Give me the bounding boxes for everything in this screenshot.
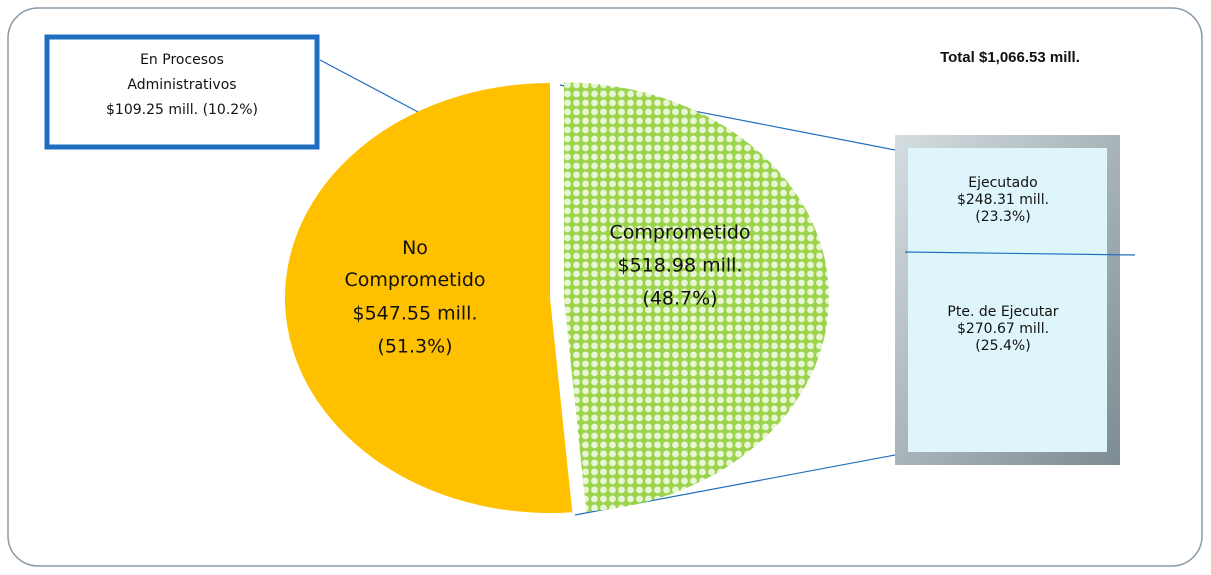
- percent-label: (51.3%): [377, 336, 452, 358]
- callout-box: [44, 34, 320, 150]
- callout-text: En Procesos: [140, 52, 224, 68]
- callout-text: $109.25 mill. (10.2%): [106, 102, 258, 118]
- pie-slice: [563, 82, 829, 512]
- value-label: $518.98 mill.: [618, 255, 743, 277]
- percent-label: (48.7%): [642, 288, 717, 310]
- breakdown-text: Pte. de Ejecutar: [947, 304, 1058, 320]
- slice-label: No Comprometido: [344, 237, 485, 291]
- breakdown-box: [908, 148, 1107, 452]
- callout-line: [319, 59, 421, 114]
- breakdown-text: (23.3%): [975, 209, 1030, 225]
- breakdown-text: Ejecutado: [968, 175, 1037, 191]
- pie-slice: [284, 83, 573, 513]
- chart-title: Total $1,066.53 mill.: [940, 49, 1080, 66]
- slice-label: Comprometido: [609, 222, 750, 244]
- breakdown-text: $270.67 mill.: [957, 321, 1049, 337]
- breakdown-text: (25.4%): [975, 338, 1030, 354]
- breakdown-divider: [904, 251, 1136, 256]
- callout-text: Administrativos: [127, 77, 236, 93]
- value-label: $547.55 mill.: [353, 303, 478, 325]
- breakdown-text: $248.31 mill.: [957, 192, 1049, 208]
